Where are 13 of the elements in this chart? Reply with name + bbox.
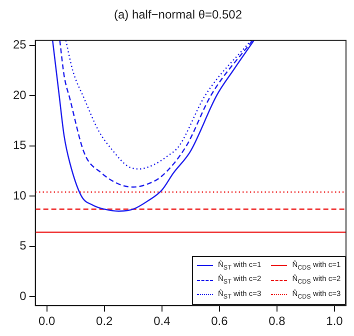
y-tick-label: 10 [12,188,27,202]
y-tick-label: 15 [12,138,27,152]
y-tick-label: 20 [12,88,27,102]
y-tick-label: 25 [12,38,27,52]
x-tick-label: 0.6 [211,314,228,328]
chart-title: (a) half−normal θ=0.502 [114,8,242,22]
y-tick-label: 0 [20,288,27,303]
x-tick-label: 0.4 [154,314,171,328]
y-tick-label: 5 [20,238,27,253]
x-tick-label: 0.2 [96,314,114,328]
x-tick-label: 1.0 [326,314,344,328]
x-tick-label: 0.0 [38,314,56,328]
x-tick-label: 0.8 [268,314,286,328]
